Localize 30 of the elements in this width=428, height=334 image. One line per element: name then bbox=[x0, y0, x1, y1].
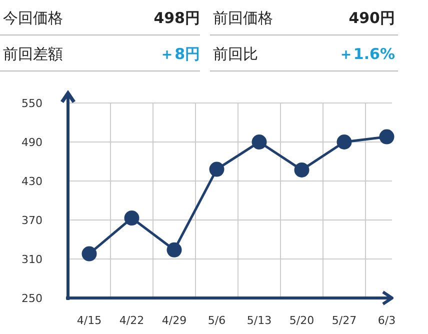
x-tick-label: 4/22 bbox=[119, 314, 144, 327]
text: ＋1.6% bbox=[338, 45, 395, 63]
y-tick-label: 430 bbox=[22, 175, 42, 188]
y-tick-label: 490 bbox=[22, 136, 42, 149]
text: 490円 bbox=[348, 9, 395, 27]
y-tick-label: 370 bbox=[22, 214, 42, 227]
point bbox=[209, 162, 224, 177]
y-tick-label: 550 bbox=[22, 97, 42, 110]
y-tick-label: 250 bbox=[22, 292, 42, 305]
x-tick-label: 5/13 bbox=[246, 314, 272, 327]
text: 前回比 bbox=[213, 45, 258, 63]
point bbox=[379, 129, 394, 144]
x-tick-label: 5/6 bbox=[208, 314, 226, 327]
point bbox=[124, 210, 140, 226]
x-tick-label: 4/29 bbox=[162, 314, 187, 327]
text: ＋8円 bbox=[160, 45, 200, 63]
y-tick-label: 310 bbox=[22, 253, 42, 266]
x-tick-label: 6/3 bbox=[378, 314, 396, 327]
point bbox=[252, 134, 267, 150]
x-tick-label: 5/27 bbox=[332, 314, 357, 327]
text: 前回差額 bbox=[3, 45, 63, 63]
point bbox=[82, 246, 97, 262]
x-tick-label: 4/15 bbox=[76, 314, 102, 327]
text: 今回価格 bbox=[3, 9, 63, 27]
text: 前回価格 bbox=[213, 9, 273, 27]
point bbox=[294, 162, 310, 178]
point bbox=[166, 242, 182, 258]
point bbox=[336, 134, 352, 150]
text: 498円 bbox=[154, 9, 200, 27]
x-tick-label: 5/20 bbox=[289, 314, 314, 327]
